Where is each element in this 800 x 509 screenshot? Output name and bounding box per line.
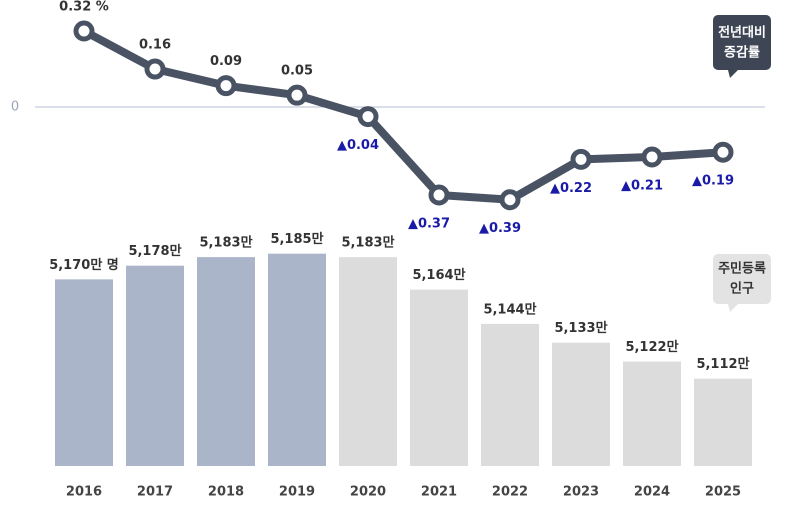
point <box>570 148 592 170</box>
value-label: 0.32 % <box>59 0 109 15</box>
x-tick-label: 2023 <box>563 485 599 500</box>
bar <box>197 257 255 466</box>
x-tick-label: 2019 <box>279 485 315 500</box>
point <box>428 184 450 206</box>
value-label: 5,144만 <box>483 301 536 317</box>
value-label: 0.16 <box>139 38 171 53</box>
bar <box>126 265 184 466</box>
point <box>286 84 308 106</box>
value-label: 5,170만 명 <box>49 257 119 273</box>
x-tick-label: 2020 <box>350 485 386 500</box>
value-label: 5,122만 <box>625 339 678 355</box>
bar <box>481 323 539 466</box>
callout-box <box>713 15 771 78</box>
value-label: ▲0.22 <box>550 181 592 196</box>
x-tick-label: 2024 <box>634 485 670 500</box>
value-label: 0.09 <box>210 54 242 69</box>
bar <box>268 253 326 466</box>
callout-text: 증감률 <box>724 46 760 61</box>
value-label: 5,183만 <box>199 235 252 251</box>
x-tick-label: 2018 <box>208 485 244 500</box>
value-label: 5,178만 <box>128 243 181 259</box>
value-label: ▲0.21 <box>621 178 663 193</box>
bar <box>339 257 397 466</box>
y-tick-label: 0 <box>11 100 19 115</box>
bar <box>694 378 752 466</box>
value-label: 5,164만 <box>412 267 465 283</box>
value-label: 5,112만 <box>696 356 749 372</box>
x-tick-label: 2016 <box>66 485 102 500</box>
value-label: 5,183만 <box>341 235 394 251</box>
line <box>82 27 724 204</box>
x-tick-label: 2017 <box>137 485 173 500</box>
value-label: 0.05 <box>281 64 313 79</box>
callout-text: 인구 <box>730 281 754 297</box>
value-label: ▲0.39 <box>479 221 521 236</box>
point <box>499 189 521 211</box>
callout-box <box>713 254 771 312</box>
point <box>215 75 237 97</box>
x-tick-label: 2025 <box>705 485 741 500</box>
value-label: ▲0.37 <box>408 216 450 231</box>
value-label: ▲0.19 <box>692 174 734 189</box>
x-tick-label: 2021 <box>421 485 457 500</box>
point <box>144 58 166 80</box>
bar <box>55 279 113 466</box>
point <box>73 20 95 42</box>
point <box>641 146 663 168</box>
value-label: 5,185만 <box>270 231 323 247</box>
point <box>357 106 379 128</box>
bar <box>623 361 681 466</box>
callout-text: 주민등록 <box>718 261 766 277</box>
x-tick-label: 2022 <box>492 485 528 500</box>
bar <box>410 289 468 466</box>
value-label: ▲0.04 <box>337 138 379 153</box>
callout-text: 전년대비 <box>718 25 766 41</box>
value-label: 5,133만 <box>554 320 607 336</box>
point <box>712 141 734 163</box>
bar <box>552 342 610 466</box>
